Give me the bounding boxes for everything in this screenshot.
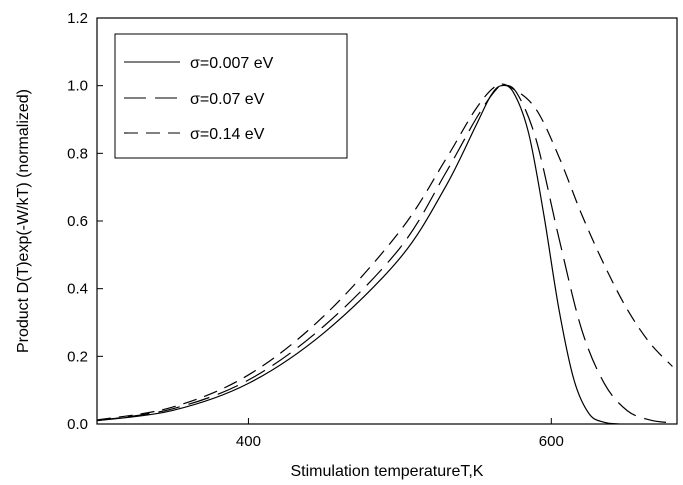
series-layer bbox=[97, 83, 673, 424]
y-tick-label: 0.4 bbox=[67, 281, 88, 298]
y-axis: 0.0 0.2 0.4 0.6 0.8 1.0 1.2 bbox=[67, 10, 103, 433]
y-tick-label: 1.2 bbox=[67, 10, 88, 27]
legend: σ=0.007 eV σ=0.07 eV σ=0.14 eV bbox=[114, 33, 348, 159]
x-axis: 400 600 bbox=[236, 418, 564, 450]
y-tick-label: 0.2 bbox=[67, 348, 88, 365]
x-axis-label: Stimulation temperatureT,K bbox=[291, 463, 484, 480]
series-line-sigma-0-007 bbox=[97, 84, 620, 424]
y-tick-label: 0.8 bbox=[67, 145, 88, 162]
legend-label-sigma-0-07: σ=0.07 eV bbox=[190, 91, 265, 108]
y-tick-label: 0.0 bbox=[67, 416, 88, 433]
x-tick-label: 400 bbox=[236, 433, 261, 450]
y-tick-label: 0.6 bbox=[67, 213, 88, 230]
legend-label-sigma-0-007: σ=0.007 eV bbox=[190, 55, 274, 72]
y-tick-label: 1.0 bbox=[67, 78, 88, 95]
legend-label-sigma-0-14: σ=0.14 eV bbox=[190, 126, 265, 143]
x-tick-label: 600 bbox=[539, 433, 564, 450]
y-axis-label: Product D(T)exp(-W/kT) (normalized) bbox=[15, 89, 32, 353]
series-line-sigma-0-14 bbox=[97, 83, 673, 421]
legend-box bbox=[114, 33, 348, 159]
series-line-sigma-0-07 bbox=[97, 84, 673, 424]
